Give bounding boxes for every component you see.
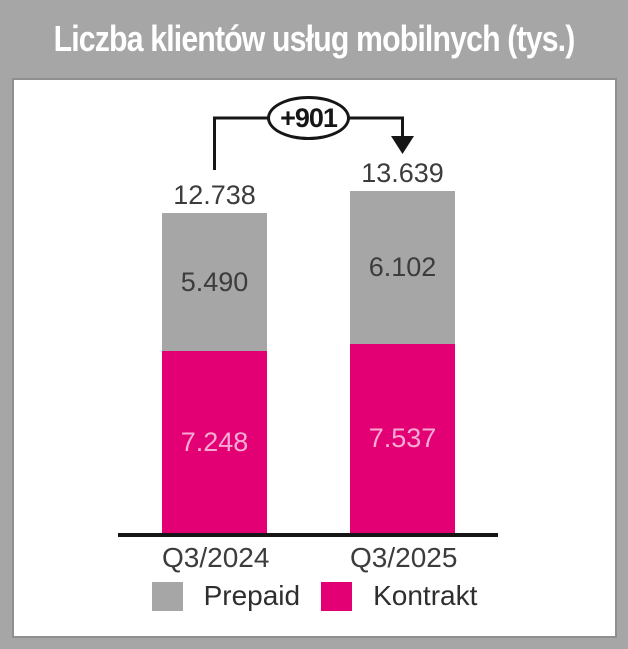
title-banner: Liczba klientów usług mobilnych (tys.) — [0, 0, 628, 78]
kontrakt-value-q3-2025: 7.537 — [368, 423, 437, 453]
kontrakt-value-q3-2024: 7.248 — [180, 426, 249, 457]
bar-q3-2024: 12.738 5.490 7.248 — [162, 180, 267, 533]
prepaid-legend-swatch — [151, 581, 183, 611]
prepaid-value-q3-2025: 6.102 — [368, 252, 437, 282]
prepaid-segment-q3-2025: 6.102 — [350, 191, 455, 344]
total-label-q3-2024: 12.738 — [173, 180, 256, 210]
chart-box: +901 12.738 5.490 7.248 13.639 6.102 7.5… — [12, 78, 617, 638]
legend: Prepaid Kontrakt — [14, 580, 615, 612]
x-axis-line — [118, 533, 498, 537]
total-label-q3-2025: 13.639 — [361, 158, 444, 188]
delta-arrow — [213, 116, 414, 170]
bar-q3-2025: 13.639 6.102 7.537 — [350, 158, 455, 533]
kontrakt-segment-q3-2024: 7.248 — [162, 351, 267, 533]
prepaid-segment-q3-2024: 5.490 — [162, 213, 267, 351]
arrowhead-icon — [391, 136, 414, 154]
category-label-q3-2025: Q3/2025 — [350, 542, 458, 573]
delta-value: +901 — [280, 102, 338, 133]
prepaid-value-q3-2024: 5.490 — [180, 266, 249, 297]
kontrakt-legend-label: Kontrakt — [373, 580, 478, 611]
chart-title: Liczba klientów usług mobilnych (tys.) — [53, 18, 576, 59]
kontrakt-legend-swatch — [321, 581, 353, 611]
delta-badge: +901 — [267, 96, 350, 140]
prepaid-legend-label: Prepaid — [203, 580, 301, 611]
category-label-q3-2024: Q3/2024 — [162, 542, 270, 573]
kontrakt-segment-q3-2025: 7.537 — [350, 344, 455, 533]
plot-area: +901 12.738 5.490 7.248 13.639 6.102 7.5… — [14, 80, 615, 636]
